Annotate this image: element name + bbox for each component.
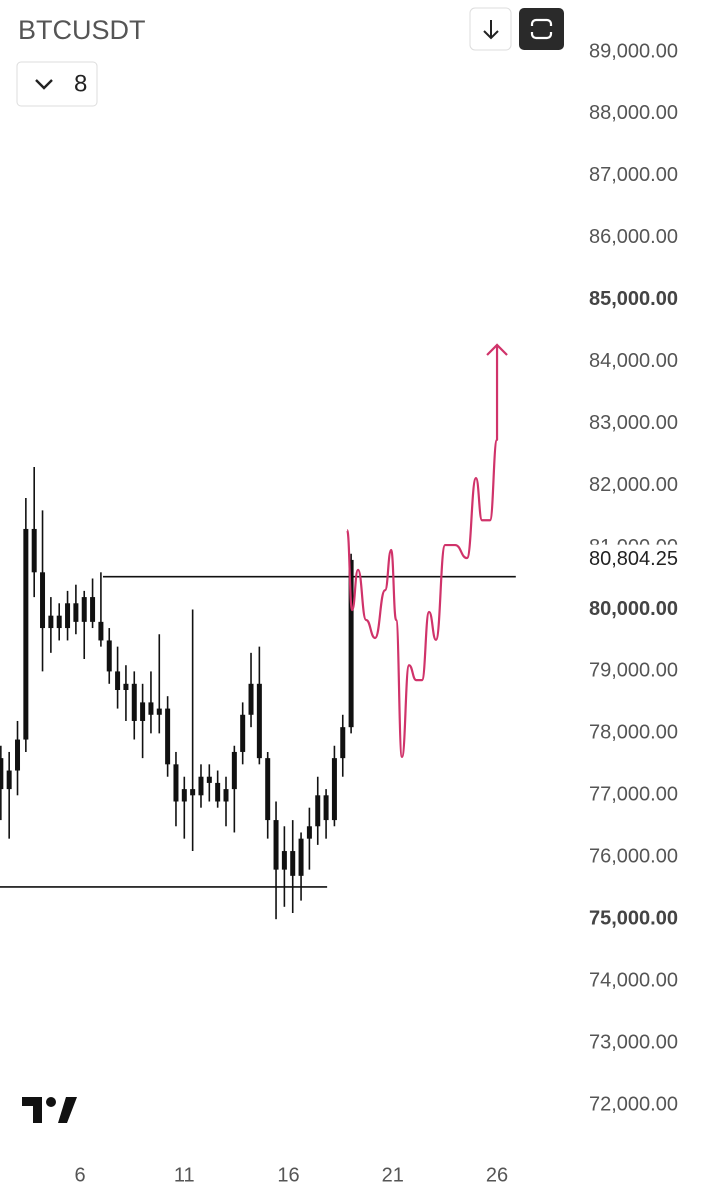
x-tick-label: 26 [486, 1164, 508, 1186]
y-tick-label: 82,000.00 [589, 474, 678, 496]
x-tick-label: 21 [382, 1164, 404, 1186]
y-tick-label: 73,000.00 [589, 1031, 678, 1053]
last-price-box [584, 544, 717, 575]
y-tick-label: 87,000.00 [589, 164, 678, 186]
candle-body [198, 776, 204, 796]
candle-body [256, 683, 262, 759]
candle-body [248, 683, 254, 715]
download-icon [483, 20, 499, 40]
interval-dropdown[interactable]: 8 [16, 61, 98, 107]
candle-body [98, 621, 104, 641]
candle-body [31, 528, 37, 573]
candle-body [173, 764, 179, 802]
chevron-icon [35, 79, 53, 90]
candle-body [0, 758, 4, 790]
y-tick-label: 84,000.00 [589, 350, 678, 372]
candle-body [315, 795, 321, 827]
candle-body [140, 702, 146, 721]
fullscreen-button[interactable] [519, 8, 564, 50]
candle-body [290, 851, 296, 876]
y-tick-label: 72,000.00 [589, 1093, 678, 1115]
forecast-line [346, 344, 499, 758]
candle-body [115, 671, 121, 690]
candle-body [215, 782, 221, 802]
dropdown-box[interactable] [16, 61, 98, 107]
tradingview-logo [22, 1097, 77, 1123]
candle-body [123, 683, 129, 690]
candle-body [281, 851, 287, 870]
y-tick-label: 80,000.00 [589, 598, 678, 620]
candle-body [48, 615, 54, 629]
candle-body [306, 826, 312, 839]
candle-body [148, 702, 154, 715]
y-tick-label: 86,000.00 [589, 226, 678, 248]
candle-body [156, 708, 162, 715]
candle-body [240, 714, 246, 752]
candle-body [23, 528, 29, 740]
y-tick-label: 85,000.00 [589, 288, 678, 310]
candle-body [340, 727, 346, 759]
y-tick-label: 76,000.00 [589, 846, 678, 868]
candle-body [231, 751, 237, 790]
y-tick-label: 89,000.00 [589, 40, 678, 62]
candle-body [181, 789, 187, 802]
candle-body [273, 820, 279, 870]
y-tick-label: 88,000.00 [589, 102, 678, 124]
y-tick-label: 79,000.00 [589, 660, 678, 682]
candle-body [348, 559, 354, 728]
y-tick-label: 75,000.00 [589, 907, 678, 929]
download-button[interactable] [469, 7, 512, 51]
logo-part [46, 1097, 56, 1107]
logo-part [22, 1097, 42, 1123]
interval-label: 8 [74, 70, 87, 97]
y-tick-label: 74,000.00 [589, 969, 678, 991]
candle-body [298, 838, 304, 876]
candle-body [90, 597, 96, 622]
candle-body [40, 572, 46, 629]
candle-body [331, 758, 337, 821]
candle-body [323, 795, 329, 821]
candle-body [15, 739, 21, 771]
candle-body [81, 597, 87, 622]
candle-body [265, 758, 271, 821]
candle-body [6, 770, 12, 790]
last-price-label: 80,804.25 [589, 548, 678, 570]
logo-part [58, 1097, 77, 1123]
candle-body [165, 708, 171, 765]
forecast-arrowhead [486, 343, 508, 356]
candle-body [73, 603, 79, 622]
symbol-title: BTCUSDT [18, 15, 146, 45]
candle-body [223, 789, 229, 802]
x-tick-label: 16 [277, 1164, 299, 1186]
y-tick-label: 77,000.00 [589, 784, 678, 806]
candle-body [56, 615, 62, 629]
candle-body [65, 603, 71, 629]
candle-body [106, 640, 112, 672]
candle-body [190, 789, 196, 796]
candle-body [131, 683, 137, 721]
y-tick-label: 83,000.00 [589, 412, 678, 434]
candle-body [206, 776, 212, 783]
x-tick-label: 11 [174, 1164, 195, 1186]
x-tick-label: 6 [74, 1164, 85, 1186]
y-tick-label: 78,000.00 [589, 722, 678, 744]
